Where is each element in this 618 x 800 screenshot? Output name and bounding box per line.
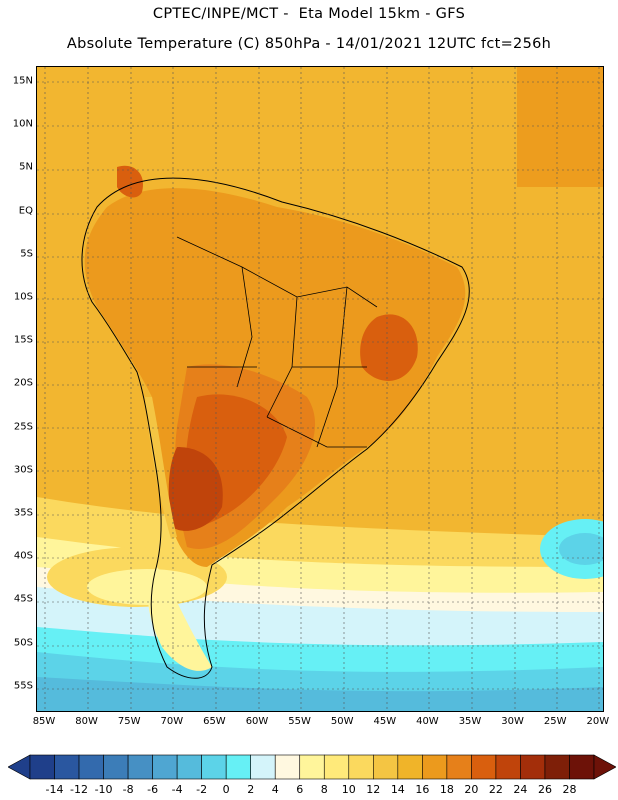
colorbar-label: 14 — [390, 783, 405, 796]
colorbar-label: 18 — [439, 783, 454, 796]
lon-label: 85W — [32, 716, 56, 727]
lat-label: 50S — [13, 637, 33, 649]
lat-label: EQ — [18, 205, 33, 217]
colorbar-label: 12 — [366, 783, 381, 796]
colorbar-label: 6 — [296, 783, 304, 796]
lon-label: 25W — [543, 716, 567, 727]
colorbar-swatch — [127, 754, 153, 780]
colorbar-swatch — [446, 754, 472, 780]
colorbar-swatch — [544, 754, 570, 780]
colorbar-swatch — [29, 754, 55, 780]
colorbar-label: -14 — [45, 783, 64, 796]
lat-label: 35S — [13, 507, 33, 519]
lon-label: 65W — [203, 716, 226, 727]
colorbar-label: 2 — [247, 783, 255, 796]
colorbar-swatch — [495, 754, 521, 780]
lon-label: 45W — [373, 716, 397, 727]
colorbar-label: 16 — [415, 783, 430, 796]
lon-label: 50W — [330, 716, 354, 727]
lon-label: 20W — [586, 716, 610, 727]
colorbar-label: -8 — [122, 783, 134, 796]
chart-title-line1: CPTEC/INPE/MCT - Eta Model 15km - GFS — [152, 6, 466, 22]
colorbar-swatch — [422, 754, 448, 780]
lon-label: 75W — [117, 716, 141, 727]
temperature-map — [36, 66, 604, 712]
colorbar-label: -6 — [147, 783, 159, 796]
lon-label: 40W — [416, 716, 439, 727]
lat-label: 40S — [13, 550, 33, 562]
lon-label: 70W — [160, 716, 184, 727]
colorbar-swatch — [274, 754, 301, 780]
colorbar — [8, 754, 616, 780]
colorbar-swatch — [54, 754, 80, 780]
colorbar-label: 0 — [222, 783, 230, 796]
colorbar-swatch — [225, 754, 251, 780]
colorbar-label: 8 — [320, 783, 328, 796]
colorbar-swatch — [176, 754, 202, 780]
colorbar-swatch — [152, 754, 178, 780]
colorbar-label: -4 — [171, 783, 183, 796]
lat-label: 20S — [13, 377, 33, 389]
colorbar-swatch — [471, 754, 497, 780]
colorbar-label: 26 — [537, 783, 552, 796]
colorbar-swatch — [397, 754, 423, 780]
colorbar-arrow-high — [593, 754, 616, 780]
lat-label: 55S — [13, 680, 33, 692]
colorbar-swatch — [299, 754, 325, 780]
colorbar-swatch — [201, 754, 227, 780]
colorbar-label: 20 — [464, 783, 479, 796]
lat-label: 5S — [20, 248, 33, 260]
lat-label: 15N — [12, 75, 33, 87]
colorbar-label: 28 — [562, 783, 577, 796]
colorbar-swatch — [569, 754, 595, 780]
colorbar-swatch — [323, 754, 350, 780]
colorbar-swatch — [250, 754, 276, 780]
lat-label: 15S — [13, 334, 33, 346]
colorbar-swatch — [103, 754, 129, 780]
lon-label: 30W — [501, 716, 524, 727]
lat-label: 25S — [13, 421, 33, 433]
colorbar-label: 22 — [488, 783, 503, 796]
colorbar-swatch — [78, 754, 104, 780]
lat-label: 5N — [19, 161, 33, 173]
colorbar-label: 10 — [341, 783, 356, 796]
lon-label: 55W — [288, 716, 311, 727]
colorbar-swatch — [348, 754, 374, 780]
lon-label: 35W — [458, 716, 482, 727]
lon-label: 60W — [245, 716, 269, 727]
colorbar-label: -10 — [94, 783, 113, 796]
lat-label: 10S — [13, 291, 33, 303]
lat-label: 10N — [12, 118, 33, 130]
colorbar-label: 24 — [513, 783, 528, 796]
lon-label: 80W — [75, 716, 98, 727]
colorbar-swatch — [373, 754, 399, 780]
lat-label: 30S — [13, 464, 33, 476]
lat-label: 45S — [13, 593, 33, 605]
chart-title-line2: Absolute Temperature (C) 850hPa - 14/01/… — [66, 36, 552, 52]
colorbar-arrow-low — [8, 754, 31, 780]
colorbar-swatch — [520, 754, 546, 780]
colorbar-label: -12 — [70, 783, 89, 796]
colorbar-label: 4 — [271, 783, 279, 796]
colorbar-label: -2 — [196, 783, 208, 796]
